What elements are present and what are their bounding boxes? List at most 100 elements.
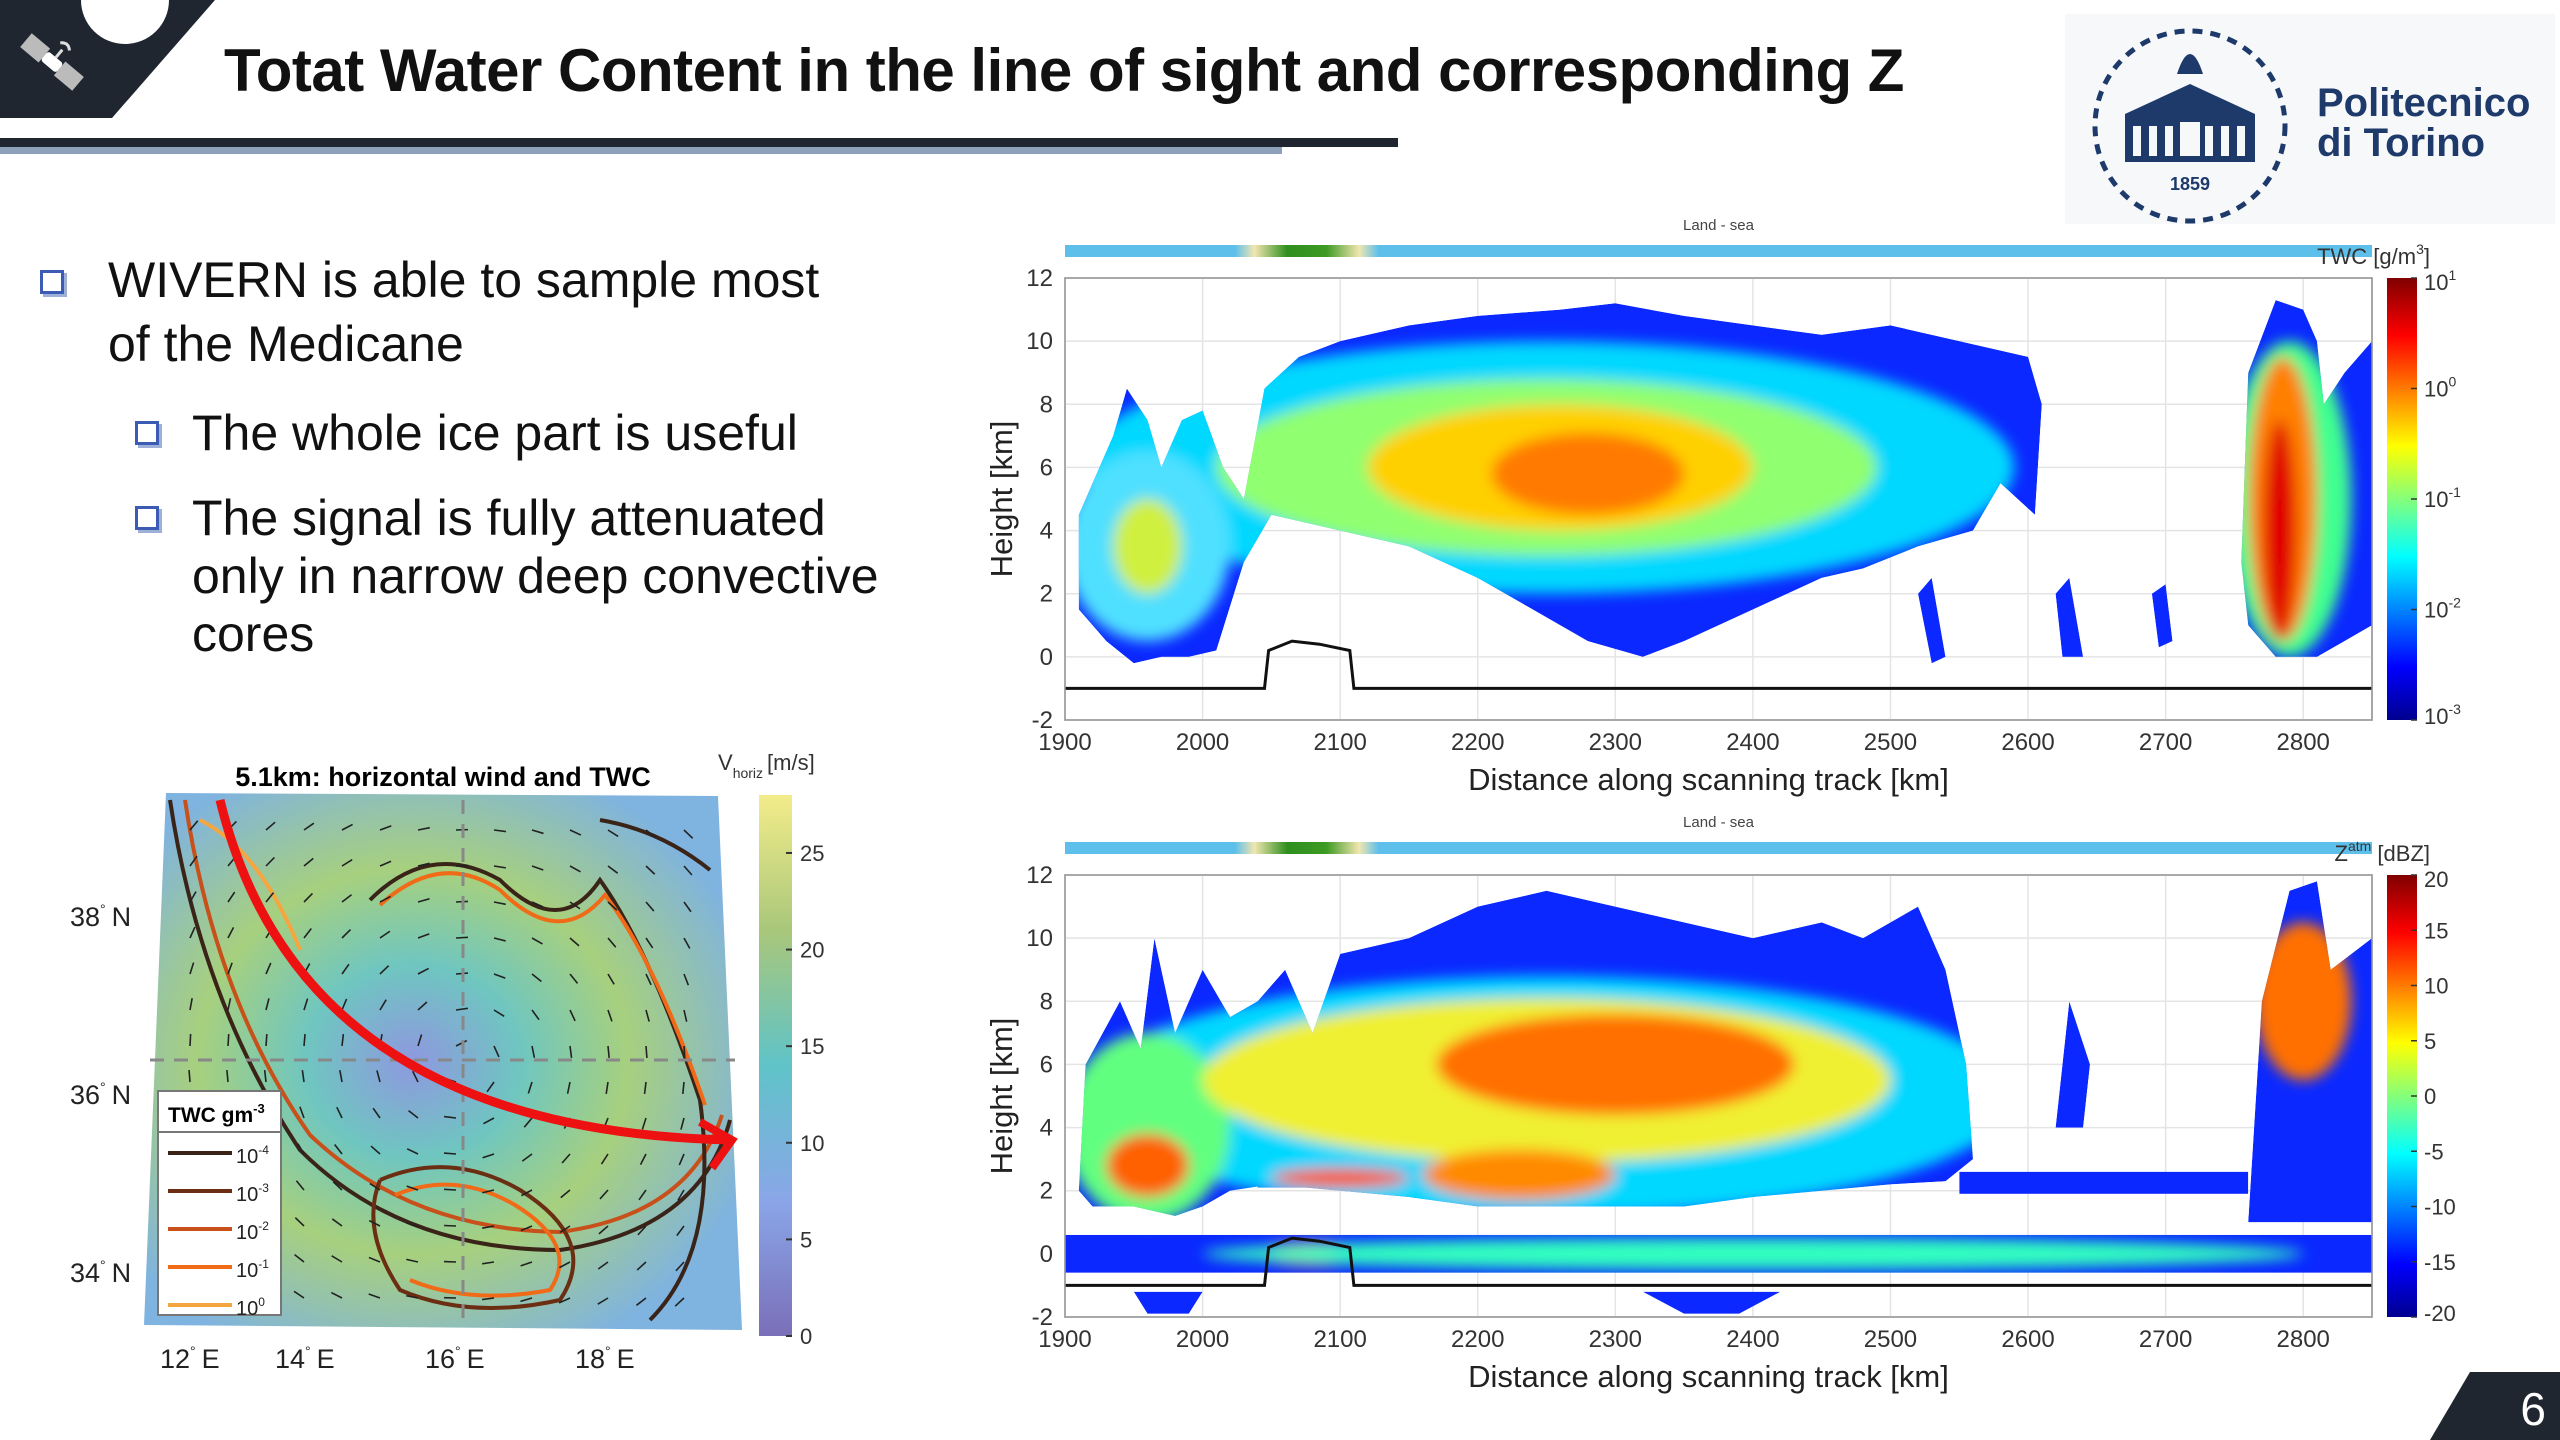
bullet-square-icon <box>135 421 159 445</box>
slide-title: Totat Water Content in the line of sight… <box>224 37 1904 104</box>
y-axis-label: Height [km] <box>984 1018 1019 1175</box>
colorbar-tick-label: 10-3 <box>2424 701 2461 729</box>
y-tick-label: 0 <box>1040 1241 1053 1268</box>
lat-tick-label: 36° N <box>70 1079 131 1110</box>
legend-label: 10-3 <box>236 1181 269 1206</box>
x-tick-label: 2200 <box>1451 729 1504 756</box>
colorbar-tick-label: 0 <box>800 1324 812 1349</box>
colorbar-tick-label: 20 <box>2424 867 2448 892</box>
y-tick-label: 6 <box>1040 1051 1053 1078</box>
map-title: 5.1km: horizontal wind and TWC <box>235 762 651 792</box>
header-banner <box>0 0 215 118</box>
logo-text-line2: di Torino <box>2317 121 2485 165</box>
bullet-line: of the Medicane <box>108 316 464 372</box>
colorbar-tick-label: -5 <box>2424 1139 2444 1164</box>
x-tick-label: 2800 <box>2277 729 2330 756</box>
y-tick-label: 4 <box>1040 1115 1053 1142</box>
scan-track-arrow <box>215 798 731 1145</box>
wind-colorbar <box>759 795 792 1336</box>
x-tick-label: 2700 <box>2139 729 2192 756</box>
colorbar-tick-label: 10-1 <box>2424 484 2461 512</box>
y-tick-label: 2 <box>1040 581 1053 608</box>
y-tick-label: 4 <box>1040 518 1053 545</box>
map-legend: TWC gm-3 10-4 10-3 10-2 10-1 100 <box>157 1090 282 1320</box>
colorbar-tick-label: 10 <box>2424 974 2448 999</box>
x-axis-label: Distance along scanning track [km] <box>1468 1359 1949 1394</box>
politecnico-logo: 1859 Politecnico di Torino <box>2065 14 2555 224</box>
wind-vectors <box>181 820 694 1307</box>
y-tick-label: 10 <box>1026 925 1053 952</box>
lon-tick-label: 12° E <box>160 1343 220 1374</box>
page-number-badge <box>2430 1372 2560 1440</box>
x-tick-label: 1900 <box>1038 729 1091 756</box>
x-tick-label: 2100 <box>1313 729 1366 756</box>
colorbar-tick-label: 100 <box>2424 374 2456 402</box>
colorbar-tick-label: 10-2 <box>2424 595 2461 623</box>
colorbar-label: TWC [g/m3] <box>2317 241 2430 269</box>
bullet-line: only in narrow deep convective <box>192 548 879 604</box>
field-heatmap <box>1065 881 2372 1314</box>
surface-line <box>1065 639 2372 690</box>
lon-tick-label: 14° E <box>275 1343 335 1374</box>
colorbar-label: Zatm [dBZ] <box>2335 838 2430 866</box>
latitude-labels: 38° N 36° N 34° N <box>70 901 131 1288</box>
surface-line <box>1065 1236 2372 1287</box>
lon-tick-label: 18° E <box>575 1343 635 1374</box>
page-number: 6 <box>2520 1383 2546 1435</box>
bullet-item-3: The signal is fully attenuated only in n… <box>192 488 879 664</box>
x-tick-label: 1900 <box>1038 1326 1091 1353</box>
longitude-labels: 12° E 14° E 16° E 18° E <box>160 1343 635 1374</box>
bullet-item-2: The whole ice part is useful <box>192 403 798 463</box>
y-tick-label: 10 <box>1026 328 1053 355</box>
legend-label: 10-1 <box>236 1257 269 1282</box>
y-tick-label: 8 <box>1040 391 1053 418</box>
colorbar-tick-label: -20 <box>2424 1301 2456 1326</box>
bullet-square-icon <box>135 506 159 530</box>
y-tick-label: 12 <box>1026 862 1053 889</box>
land-sea-strip <box>1065 842 2372 854</box>
legend-label: 10-4 <box>236 1143 269 1168</box>
satellite-icon <box>20 33 84 91</box>
twc-contours <box>168 799 732 1322</box>
x-tick-label: 2500 <box>1864 729 1917 756</box>
x-tick-label: 2500 <box>1864 1326 1917 1353</box>
bullet-line: The whole ice part is useful <box>192 405 798 461</box>
lat-tick-label: 38° N <box>70 901 131 932</box>
logo-text-line1: Politecnico <box>2317 81 2530 125</box>
bullet-item-1: WIVERN is able to sample most of the Med… <box>108 250 819 374</box>
y-tick-label: 12 <box>1026 265 1053 292</box>
colorbar-tick-label: 15 <box>800 1034 824 1059</box>
x-tick-label: 2400 <box>1726 729 1779 756</box>
x-tick-label: 2200 <box>1451 1326 1504 1353</box>
x-tick-label: 2700 <box>2139 1326 2192 1353</box>
colorbar-tick-label: 10 <box>800 1131 824 1156</box>
wind-colorbar-ticks: 0 5 10 15 20 25 <box>786 841 824 1349</box>
lon-tick-label: 16° E <box>425 1343 485 1374</box>
land-sea-label: Land - sea <box>1683 814 1755 831</box>
bullet-line: WIVERN is able to sample most <box>108 252 820 308</box>
legend-label: 10-2 <box>236 1219 269 1244</box>
y-tick-label: 8 <box>1040 988 1053 1015</box>
y-tick-label: 6 <box>1040 454 1053 481</box>
x-tick-label: 2000 <box>1176 729 1229 756</box>
x-tick-label: 2100 <box>1313 1326 1366 1353</box>
legend-title: TWC gm-3 <box>168 1101 265 1127</box>
arrow-head-icon <box>698 1118 738 1171</box>
land-sea-label: Land - sea <box>1683 217 1755 234</box>
colorbar-tick-label: 5 <box>800 1227 812 1252</box>
x-axis-label: Distance along scanning track [km] <box>1468 762 1949 797</box>
y-axis-label: Height [km] <box>984 421 1019 578</box>
colorbar-tick-label: 20 <box>800 938 824 963</box>
colorbar-tick-label: -15 <box>2424 1250 2456 1275</box>
wind-colorbar-label: Vhoriz [m/s] <box>718 750 815 781</box>
colorbar-tick-label: 101 <box>2424 267 2456 295</box>
logo-year: 1859 <box>2170 174 2210 194</box>
title-underline-accent <box>0 147 1282 154</box>
y-tick-label: 0 <box>1040 644 1053 671</box>
x-tick-label: 2400 <box>1726 1326 1779 1353</box>
x-tick-label: 2000 <box>1176 1326 1229 1353</box>
bullet-square-icon <box>40 270 64 294</box>
